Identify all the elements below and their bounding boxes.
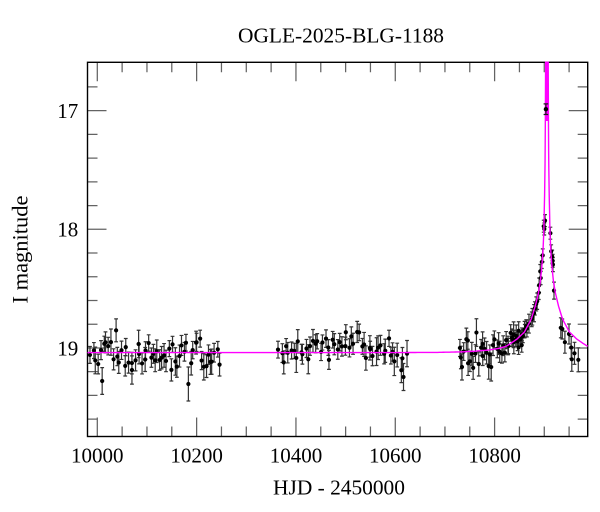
svg-text:10800: 10800 (468, 444, 521, 468)
svg-text:OGLE-2025-BLG-1188: OGLE-2025-BLG-1188 (238, 24, 444, 48)
svg-text:10400: 10400 (270, 444, 323, 468)
svg-text:10600: 10600 (369, 444, 422, 468)
svg-text:HJD - 2450000: HJD - 2450000 (273, 476, 405, 500)
svg-text:18: 18 (57, 218, 78, 242)
svg-text:17: 17 (57, 99, 78, 123)
svg-text:10000: 10000 (71, 444, 124, 468)
svg-text:19: 19 (57, 336, 78, 360)
svg-text:10200: 10200 (170, 444, 223, 468)
svg-text:I magnitude: I magnitude (8, 195, 33, 303)
